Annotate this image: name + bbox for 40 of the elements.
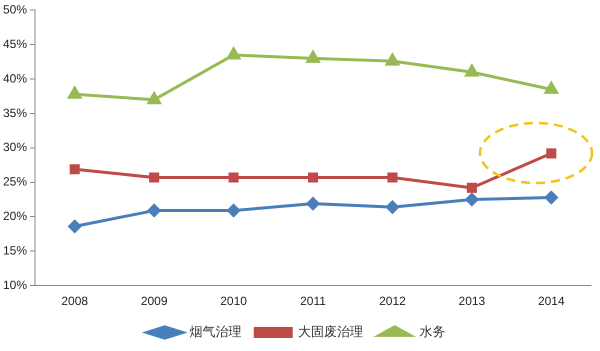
- legend-label: 烟气治理: [189, 324, 242, 340]
- x-tick-label: 2008: [61, 294, 88, 308]
- x-tick-label: 2010: [220, 294, 248, 308]
- x-tick-label: 2013: [458, 294, 486, 308]
- point: [386, 54, 400, 66]
- y-tick-label: 30%: [2, 140, 28, 154]
- point: [70, 164, 80, 174]
- point: [68, 86, 82, 99]
- point: [306, 50, 320, 63]
- point: [465, 193, 478, 206]
- point: [149, 172, 160, 183]
- point: [466, 182, 477, 193]
- point: [147, 92, 161, 104]
- y-tick-label: 20%: [2, 209, 28, 224]
- point: [227, 204, 240, 218]
- legend-label: 水务: [419, 324, 446, 340]
- x-tick-label: 2014: [538, 294, 565, 308]
- x-tick-label: 2012: [379, 294, 406, 308]
- point: [546, 148, 556, 158]
- y-tick-label: 40%: [2, 71, 28, 86]
- point: [465, 64, 479, 77]
- point: [544, 190, 558, 204]
- y-tick-label: 45%: [2, 36, 28, 51]
- y-tick-label: 25%: [2, 174, 28, 189]
- y-tick-label: 15%: [2, 243, 28, 258]
- y-tick-label: 50%: [2, 2, 28, 17]
- x-tick-label: 2011: [300, 294, 326, 308]
- y-tick-label: 35%: [2, 106, 28, 120]
- point: [68, 220, 82, 233]
- point: [306, 197, 320, 210]
- point: [386, 200, 399, 214]
- legend-label: 大固废治理: [298, 324, 363, 340]
- y-tick-label: 10%: [2, 278, 28, 292]
- point: [387, 172, 398, 183]
- point: [308, 172, 318, 183]
- point: [228, 172, 239, 183]
- point: [226, 47, 240, 60]
- x-tick-label: 2009: [140, 294, 168, 308]
- point: [544, 82, 558, 94]
- point: [148, 204, 161, 218]
